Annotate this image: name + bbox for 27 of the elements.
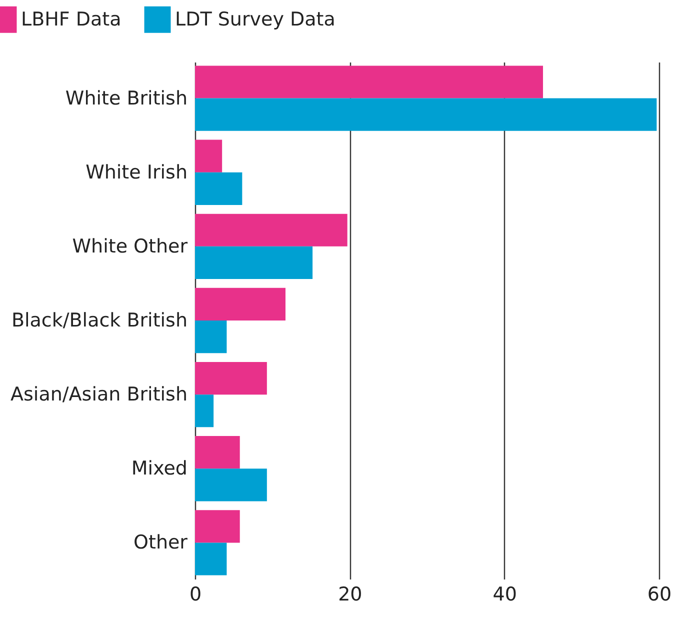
y-tick-label: Other [134,532,188,554]
y-tick-label: White Other [72,235,188,258]
bar [195,288,286,320]
bar [195,542,227,576]
bar [195,436,240,469]
bar [195,320,227,354]
y-tick-label: White British [65,87,188,110]
bar [195,214,348,246]
x-tick-label: 0 [189,584,202,606]
bar [195,510,240,543]
bar [195,394,214,428]
bar [195,362,267,395]
y-tick-label: Black/Black British [11,310,188,332]
x-tick-label: 60 [647,584,672,606]
x-tick-label: 20 [338,584,362,606]
y-tick-label: White Irish [86,161,188,184]
bar [195,140,222,172]
y-tick-label: Mixed [131,458,188,480]
bar [195,172,242,205]
legend-label: LBHF Data [21,8,122,31]
bar [195,66,543,98]
x-tick-label: 40 [492,584,517,606]
legend-label: LDT Survey Data [175,8,336,31]
bar [195,468,267,502]
bar [195,246,313,280]
y-tick-label: Asian/Asian British [10,384,188,406]
bar [195,98,657,131]
